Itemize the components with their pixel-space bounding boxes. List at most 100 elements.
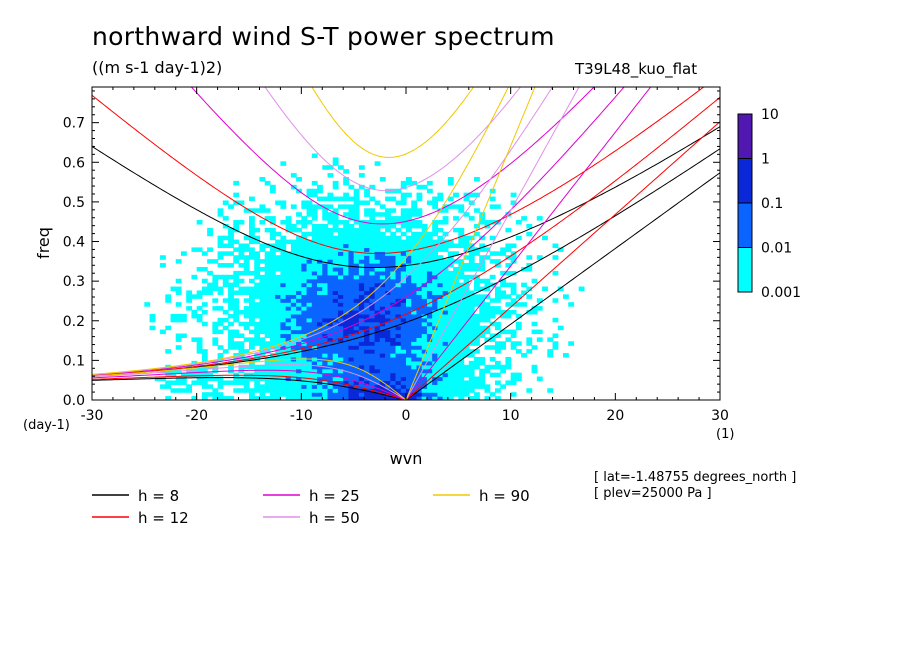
heatmap-cell (165, 372, 172, 378)
heatmap-cell (306, 364, 313, 370)
heatmap-cell (453, 341, 459, 346)
heatmap-cell (238, 380, 245, 385)
heatmap-cell (453, 376, 459, 382)
heatmap-cell (175, 290, 182, 295)
heatmap-cell (290, 282, 297, 288)
heatmap-cell (421, 368, 428, 374)
heatmap-cell (447, 337, 454, 342)
heatmap-cell (479, 325, 486, 331)
heatmap-cell (249, 294, 255, 299)
heatmap-cell (343, 212, 350, 217)
heatmap-cell (353, 325, 360, 331)
heatmap-cell (390, 349, 397, 354)
heatmap-cell (337, 349, 344, 354)
heatmap-cell (379, 282, 386, 288)
heatmap-cell (264, 321, 271, 327)
heatmap-cell (400, 294, 407, 299)
heatmap-cell (332, 321, 339, 327)
heatmap-cell (290, 294, 297, 299)
heatmap-cell (296, 333, 302, 338)
heatmap-cell (238, 341, 245, 346)
heatmap-cell (390, 239, 397, 245)
heatmap-cell (353, 294, 360, 299)
heatmap-cell (421, 223, 428, 229)
heatmap-cell (332, 360, 339, 366)
heatmap-cell (358, 223, 365, 229)
heatmap-cell (186, 368, 193, 374)
heatmap-cell (243, 286, 250, 292)
heatmap-cell (332, 227, 339, 233)
heatmap-cell (317, 372, 323, 378)
heatmap-cell (411, 376, 418, 382)
heatmap-cell (500, 313, 507, 319)
heatmap-cell (233, 282, 240, 288)
heatmap-cell (400, 329, 407, 335)
heatmap-cell (269, 231, 276, 237)
heatmap-cell (421, 263, 428, 268)
heatmap-cell (437, 341, 444, 346)
heatmap-cell (379, 313, 386, 319)
heatmap-cell (489, 321, 496, 327)
heatmap-cell (249, 220, 255, 225)
heatmap-cell (233, 180, 240, 186)
heatmap-cell (358, 325, 365, 331)
heatmap-cell (280, 220, 287, 225)
heatmap-cell (311, 278, 318, 284)
heatmap-cell (259, 306, 266, 311)
heatmap-cell (426, 274, 433, 280)
heatmap-cell (442, 376, 449, 382)
heatmap-cell (505, 337, 512, 342)
heatmap-cell (437, 321, 444, 327)
heatmap-cell (212, 298, 219, 303)
heatmap-cell (400, 313, 407, 319)
heatmap-cell (395, 317, 402, 323)
heatmap-cell (411, 380, 418, 385)
heatmap-cell (463, 274, 470, 280)
heatmap-cell (494, 396, 501, 400)
heatmap-cell (463, 298, 470, 303)
heatmap-cell (447, 321, 454, 327)
heatmap-cell (421, 317, 428, 323)
heatmap-cell (515, 302, 522, 307)
heatmap-cell (343, 255, 350, 260)
heatmap-cell (411, 356, 418, 362)
heatmap-cell (285, 364, 292, 370)
heatmap-cell (426, 313, 433, 319)
heatmap-cell (317, 196, 323, 202)
heatmap-cell (421, 255, 428, 260)
heatmap-cell (379, 360, 386, 366)
heatmap-cell (259, 294, 266, 299)
heatmap-cell (374, 239, 381, 245)
heatmap-cell (311, 212, 318, 217)
heatmap-cell (322, 372, 329, 378)
heatmap-cell (463, 325, 470, 331)
heatmap-cell (358, 353, 365, 358)
heatmap-cell (290, 329, 297, 335)
heatmap-cell (416, 266, 423, 272)
heatmap-cell (269, 380, 276, 385)
heatmap-cell (280, 263, 287, 268)
heatmap-cell (290, 274, 297, 280)
heatmap-cell (332, 329, 339, 335)
heatmap-cell (249, 255, 255, 260)
heatmap-cell (416, 196, 423, 202)
heatmap-cell (322, 325, 329, 331)
heatmap-cell (280, 266, 287, 272)
heatmap-cell (395, 306, 402, 311)
heatmap-cell (337, 302, 344, 307)
heatmap-cell (505, 294, 512, 299)
heatmap-cell (426, 356, 433, 362)
heatmap-cell (369, 310, 376, 315)
heatmap-cell (306, 298, 313, 303)
heatmap-cell (296, 345, 302, 350)
heatmap-cell (432, 384, 438, 389)
heatmap-cell (269, 274, 276, 280)
heatmap-cell (259, 341, 266, 346)
heatmap-cell (479, 216, 486, 221)
colorbar-segment (737, 158, 753, 204)
kelvin-wave-curve (405, 121, 720, 400)
heatmap-cell (175, 388, 182, 393)
heatmap-cell (290, 278, 297, 284)
heatmap-cell (180, 372, 187, 378)
heatmap-cell (217, 243, 224, 249)
